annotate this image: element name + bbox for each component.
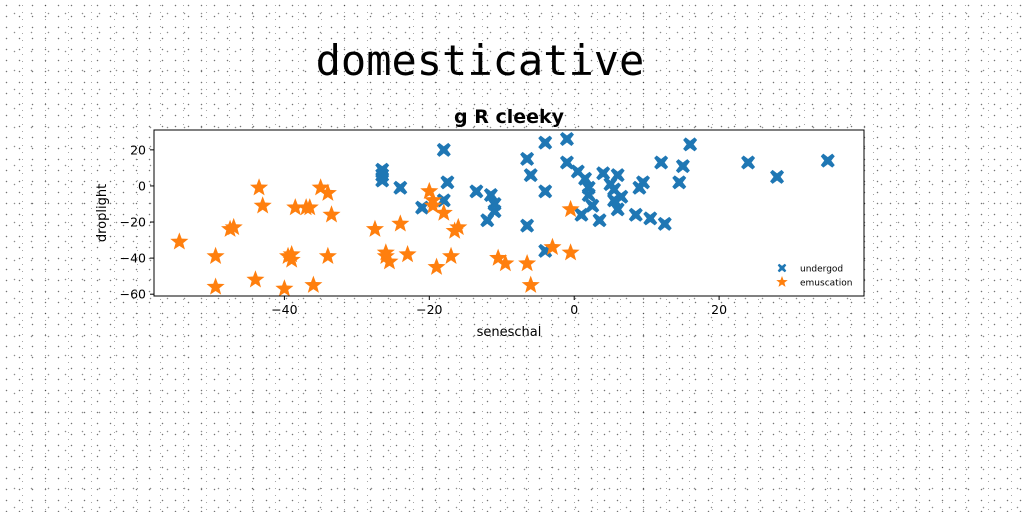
- x-marker: [610, 202, 625, 217]
- legend-label-undergod: undergod: [800, 265, 843, 275]
- star-marker: [391, 214, 410, 232]
- x-marker: [820, 153, 835, 168]
- x-marker: [643, 211, 658, 226]
- x-marker: [436, 142, 451, 157]
- star-marker: [561, 243, 580, 261]
- legend-marker-emuscation: [776, 276, 788, 287]
- x-marker: [657, 216, 672, 231]
- x-marker: [538, 135, 553, 150]
- x-marker: [559, 155, 574, 170]
- x-marker: [672, 175, 687, 190]
- star-marker: [170, 232, 189, 250]
- y-tick-label: −40: [120, 251, 146, 266]
- x-tick-label: −20: [416, 302, 442, 317]
- star-marker: [423, 196, 442, 214]
- y-tick-label: −60: [120, 287, 146, 302]
- x-marker: [741, 155, 756, 170]
- y-tick-label: −20: [120, 215, 146, 230]
- star-marker: [250, 178, 269, 196]
- axes-frame: [153, 129, 865, 297]
- x-marker: [607, 193, 622, 208]
- x-tick-label: 20: [711, 302, 727, 317]
- star-marker: [275, 279, 294, 297]
- star-marker: [253, 196, 272, 214]
- star-marker: [282, 250, 301, 268]
- x-marker: [375, 173, 390, 188]
- star-marker: [543, 237, 562, 255]
- x-marker: [770, 169, 785, 184]
- star-marker: [561, 199, 580, 218]
- x-marker: [574, 207, 589, 222]
- star-marker: [442, 246, 461, 264]
- star-marker: [434, 203, 453, 221]
- x-tick-label: −40: [271, 302, 297, 317]
- chart-title: g R cleeky: [454, 106, 565, 128]
- x-marker: [480, 213, 495, 228]
- x-marker: [469, 184, 484, 199]
- x-marker: [614, 189, 629, 204]
- star-marker: [318, 246, 337, 264]
- x-marker: [520, 218, 535, 233]
- star-marker: [322, 205, 341, 223]
- x-marker: [440, 175, 455, 190]
- star-marker: [318, 183, 337, 201]
- legend-label-emuscation: emuscation: [800, 279, 852, 289]
- star-marker: [521, 275, 540, 293]
- x-marker: [581, 187, 596, 202]
- star-marker: [398, 245, 417, 263]
- x-marker: [628, 207, 643, 222]
- star-marker: [206, 277, 225, 295]
- x-marker: [596, 166, 611, 181]
- x-axis-label: seneschal: [477, 325, 542, 340]
- star-marker: [304, 275, 323, 293]
- star-marker: [420, 181, 439, 200]
- x-marker: [538, 184, 553, 199]
- legend: undergod emuscation: [776, 263, 852, 289]
- series-emuscation: [170, 178, 580, 297]
- star-marker: [489, 248, 508, 266]
- x-marker: [636, 175, 651, 190]
- plot-background: [154, 130, 864, 296]
- y-axis-label: droplight: [95, 184, 110, 242]
- y-tick-label: 0: [138, 178, 146, 193]
- y-tick-label: 20: [130, 142, 146, 157]
- star-marker: [376, 246, 395, 264]
- x-marker: [585, 198, 600, 213]
- star-marker: [449, 217, 468, 236]
- x-tick-label: 0: [570, 302, 578, 317]
- star-marker: [282, 245, 301, 263]
- x-marker: [610, 168, 625, 183]
- star-marker: [427, 257, 446, 275]
- x-marker: [393, 180, 408, 195]
- star-marker: [311, 178, 330, 196]
- star-marker: [496, 254, 515, 272]
- star-marker: [300, 198, 319, 216]
- x-marker: [559, 132, 574, 147]
- x-marker: [683, 137, 698, 152]
- x-marker: [483, 187, 498, 202]
- series-undergod: [375, 132, 835, 258]
- star-marker: [518, 254, 537, 272]
- figure-suptitle: domesticative: [316, 36, 645, 85]
- x-marker: [675, 159, 690, 174]
- star-marker: [286, 198, 305, 216]
- plot-area: [154, 130, 864, 296]
- star-marker: [365, 219, 384, 237]
- star-marker: [380, 252, 399, 270]
- star-marker: [246, 270, 265, 288]
- x-marker: [592, 213, 607, 228]
- star-marker: [206, 246, 225, 264]
- data-markers: [170, 132, 835, 297]
- x-marker: [578, 171, 593, 186]
- axis-ticks: −40 −20 0 20 −60 −40 −20 0 20: [120, 142, 727, 317]
- star-marker: [224, 217, 243, 236]
- x-marker: [523, 168, 538, 183]
- x-marker: [520, 151, 535, 166]
- legend-marker-undergod: [777, 263, 787, 273]
- x-marker: [654, 155, 669, 170]
